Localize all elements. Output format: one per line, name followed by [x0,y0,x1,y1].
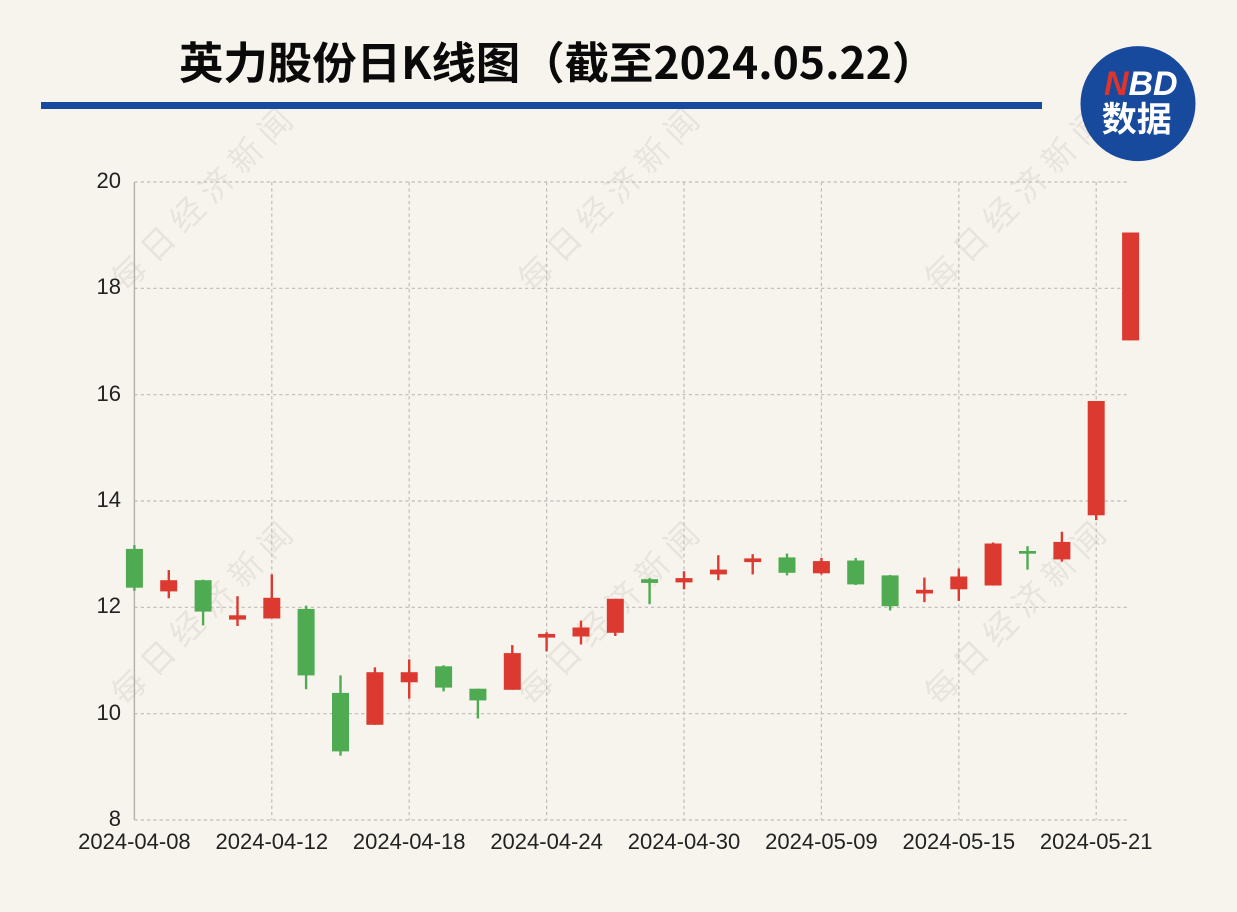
svg-text:2024-05-09: 2024-05-09 [765,829,878,854]
svg-text:2024-04-12: 2024-04-12 [216,829,329,854]
svg-text:10: 10 [97,700,121,725]
svg-text:14: 14 [97,487,121,512]
svg-text:2024-04-08: 2024-04-08 [78,829,191,854]
svg-text:12: 12 [97,593,121,618]
svg-text:2024-04-30: 2024-04-30 [628,829,741,854]
svg-text:N: N [1104,65,1130,103]
svg-text:2024-04-24: 2024-04-24 [490,829,603,854]
svg-text:8: 8 [109,806,121,831]
svg-text:2024-04-18: 2024-04-18 [353,829,466,854]
svg-text:16: 16 [97,381,121,406]
svg-text:BD: BD [1129,65,1178,103]
svg-text:18: 18 [97,274,121,299]
svg-text:2024-05-15: 2024-05-15 [903,829,1016,854]
svg-text:20: 20 [97,168,121,193]
svg-text:2024-05-21: 2024-05-21 [1040,829,1153,854]
